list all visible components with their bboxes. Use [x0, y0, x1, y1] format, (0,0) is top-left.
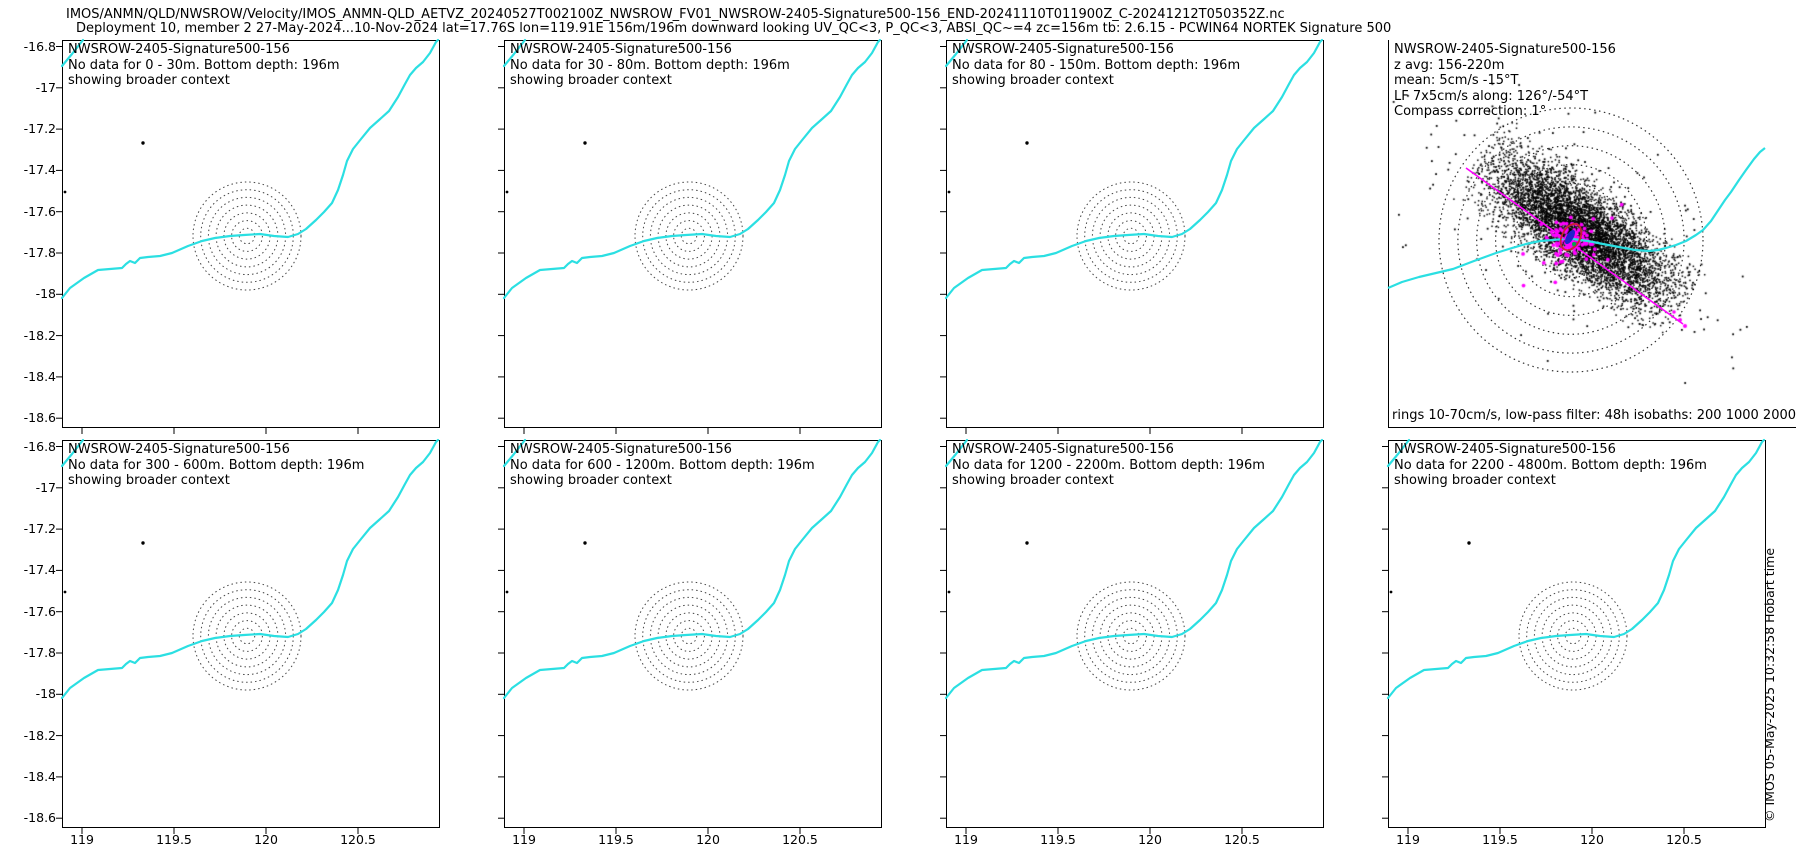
- x-tick-label: 119: [1396, 832, 1420, 847]
- scatter-cloud-canvas: [1388, 40, 1766, 428]
- y-tick-label: -16.8: [23, 438, 56, 454]
- station-label: NWSROW-2405-Signature500-156: [510, 442, 732, 457]
- y-tick-label: -18.6: [23, 410, 56, 426]
- y-tick-label: -17.2: [23, 121, 56, 137]
- y-tick-label: -17.4: [23, 562, 56, 578]
- no-data-label: No data for 600 - 1200m. Bottom depth: 1…: [510, 457, 815, 473]
- no-data-label: No data for 1200 - 2200m. Bottom depth: …: [952, 457, 1265, 473]
- y-tick-label: -18.2: [23, 327, 56, 343]
- panel-map-4: NWSROW-2405-Signature500-156 No data for…: [497, 438, 882, 835]
- y-tick-label: -18: [35, 286, 56, 302]
- y-tick-label: -16.8: [23, 38, 56, 54]
- x-tick-label: 120: [1580, 832, 1604, 847]
- y-tick-label: -18.6: [23, 810, 56, 826]
- rings-caption: rings 10-70cm/s, low-pass filter: 48h is…: [1392, 408, 1797, 423]
- y-tick-label: -17.6: [23, 203, 56, 219]
- copyright-watermark: © IMOS 05-May-2025 10:32:58 Hobart time: [1762, 547, 1777, 822]
- figure-title-line2: Deployment 10, member 2 27-May-2024...10…: [76, 21, 1392, 36]
- y-tick-label: -17.8: [23, 245, 56, 260]
- figure-title-line1: IMOS/ANMN/QLD/NWSROW/Velocity/IMOS_ANMN-…: [66, 7, 1285, 22]
- station-label: NWSROW-2405-Signature500-156: [68, 42, 290, 57]
- y-tick-label: -17.4: [23, 162, 56, 178]
- context-label: showing broader context: [952, 73, 1114, 88]
- station-label: NWSROW-2405-Signature500-156: [1394, 442, 1616, 457]
- scatter-overlay-layer: [1387, 147, 1766, 325]
- y-tick-label: -17: [35, 479, 56, 495]
- x-tick-label: 119: [70, 832, 94, 847]
- panel-map-2: NWSROW-2405-Signature500-156 No data for…: [939, 38, 1324, 435]
- context-label: showing broader context: [510, 473, 672, 488]
- y-tick-label: -18.2: [23, 727, 56, 743]
- x-tick-label: 120.5: [1224, 832, 1260, 847]
- y-tick-label: -17: [35, 79, 56, 95]
- x-tick-label: 119.5: [1482, 832, 1518, 847]
- station-label: NWSROW-2405-Signature500-156: [952, 42, 1174, 57]
- panel-map-1: NWSROW-2405-Signature500-156 No data for…: [497, 38, 882, 435]
- no-data-label: No data for 2200 - 4800m. Bottom depth: …: [1394, 457, 1707, 473]
- y-tick-label: -18.4: [23, 768, 56, 784]
- no-data-label: No data for 300 - 600m. Bottom depth: 19…: [68, 457, 365, 473]
- context-label: showing broader context: [1394, 473, 1556, 488]
- x-tick-label: 119: [954, 832, 978, 847]
- context-label: showing broader context: [510, 73, 672, 88]
- y-tick-label: -17.2: [23, 521, 56, 537]
- x-tick-label: 119.5: [156, 832, 192, 847]
- context-label: showing broader context: [68, 73, 230, 88]
- no-data-label: No data for 80 - 150m. Bottom depth: 196…: [952, 57, 1241, 73]
- panel-map-3: NWSROW-2405-Signature500-156 No data for…: [55, 438, 440, 835]
- y-tick-label: -17.6: [23, 603, 56, 619]
- panel-map-6: NWSROW-2405-Signature500-156 No data for…: [1381, 438, 1766, 835]
- no-data-label: No data for 30 - 80m. Bottom depth: 196m: [510, 57, 790, 73]
- station-label: NWSROW-2405-Signature500-156: [952, 442, 1174, 457]
- context-label: showing broader context: [952, 473, 1114, 488]
- variance-ellipse: [1559, 223, 1583, 251]
- x-tick-label: 120.5: [782, 832, 818, 847]
- no-data-label: No data for 0 - 30m. Bottom depth: 196m: [68, 57, 340, 73]
- site-marker: [1572, 242, 1576, 246]
- x-tick-label: 119.5: [1040, 832, 1076, 847]
- y-tick-label: -18.4: [23, 368, 56, 384]
- x-tick-label: 120.5: [1666, 832, 1702, 847]
- mean-vector-marker: [1564, 229, 1576, 245]
- x-tick-label: 120: [254, 832, 278, 847]
- coastline: [1387, 147, 1766, 290]
- x-tick-label: 119: [512, 832, 536, 847]
- context-label: showing broader context: [68, 473, 230, 488]
- x-tick-label: 119.5: [598, 832, 634, 847]
- panel-map-0: NWSROW-2405-Signature500-156 No data for…: [55, 38, 440, 435]
- x-tick-label: 120.5: [340, 832, 376, 847]
- x-tick-label: 120: [696, 832, 720, 847]
- y-tick-label: -18: [35, 686, 56, 702]
- panel-map-5: NWSROW-2405-Signature500-156 No data for…: [939, 438, 1324, 835]
- station-label: NWSROW-2405-Signature500-156: [68, 442, 290, 457]
- panel-velocity-scatter: NWSROW-2405-Signature500-156 z avg: 156-…: [1387, 40, 1796, 428]
- station-label: NWSROW-2405-Signature500-156: [510, 42, 732, 57]
- y-tick-label: -17.8: [23, 645, 56, 660]
- x-tick-label: 120: [1138, 832, 1162, 847]
